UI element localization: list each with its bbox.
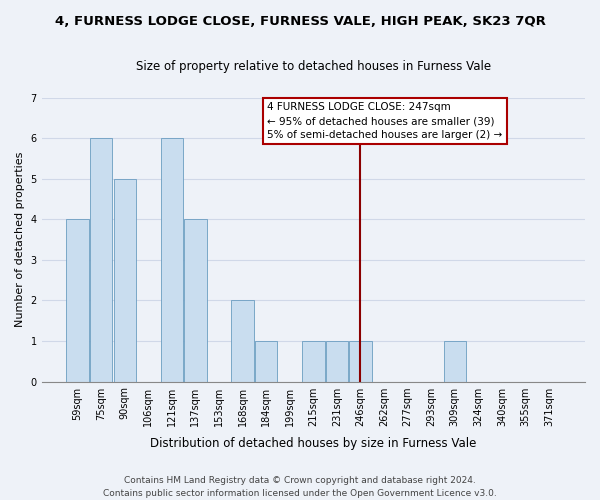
Text: 4, FURNESS LODGE CLOSE, FURNESS VALE, HIGH PEAK, SK23 7QR: 4, FURNESS LODGE CLOSE, FURNESS VALE, HI… (55, 15, 545, 28)
Bar (113, 179, 136, 382)
Text: 4 FURNESS LODGE CLOSE: 247sqm
← 95% of detached houses are smaller (39)
5% of se: 4 FURNESS LODGE CLOSE: 247sqm ← 95% of d… (267, 102, 502, 140)
Title: Size of property relative to detached houses in Furness Vale: Size of property relative to detached ho… (136, 60, 491, 73)
Text: Contains HM Land Registry data © Crown copyright and database right 2024.
Contai: Contains HM Land Registry data © Crown c… (103, 476, 497, 498)
Bar (232, 300, 254, 382)
Bar (67, 220, 89, 382)
Bar (90, 138, 112, 382)
Bar (184, 220, 206, 382)
Y-axis label: Number of detached properties: Number of detached properties (15, 152, 25, 328)
Bar (302, 341, 325, 382)
Bar (326, 341, 348, 382)
X-axis label: Distribution of detached houses by size in Furness Vale: Distribution of detached houses by size … (150, 437, 476, 450)
Bar (443, 341, 466, 382)
Bar (255, 341, 277, 382)
Bar (349, 341, 371, 382)
Bar (161, 138, 183, 382)
